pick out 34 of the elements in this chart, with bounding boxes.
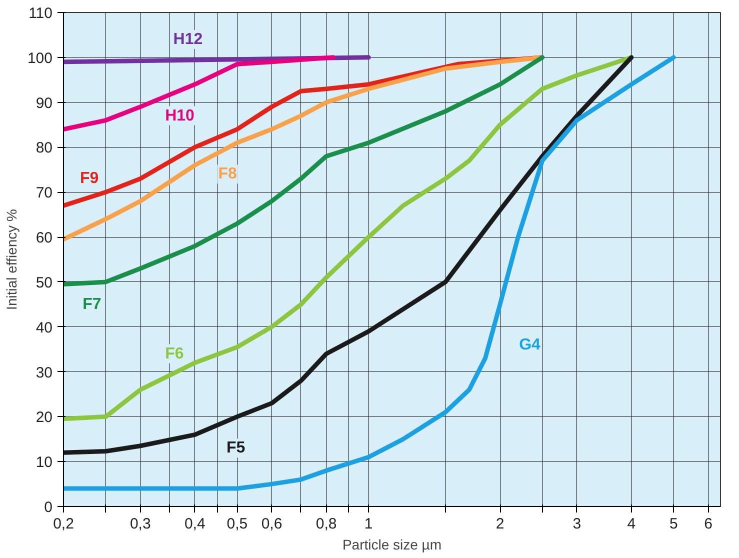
series-label: F6: [165, 345, 184, 362]
x-tick-label: 0,8: [316, 516, 337, 532]
y-tick-label: 110: [28, 5, 53, 22]
y-tick-label: 30: [36, 364, 53, 382]
y-tick-label: 50: [36, 274, 53, 292]
y-tick-label: 10: [36, 454, 53, 472]
series-label: H12: [173, 30, 203, 48]
series-label: F8: [218, 166, 237, 183]
x-tick-label: 0,4: [184, 516, 206, 532]
x-tick-label: 1: [364, 516, 373, 532]
x-tick-label: 4: [627, 516, 636, 532]
x-tick-label: 3: [572, 516, 582, 532]
y-tick-label: 80: [36, 140, 53, 157]
y-tick-label: 90: [36, 94, 53, 112]
series-label: F7: [82, 296, 102, 313]
x-tick-label: 0,5: [226, 516, 248, 532]
y-tick-label: 0: [44, 499, 52, 516]
x-tick-label: 6: [704, 516, 712, 532]
y-tick-label: 100: [27, 50, 53, 67]
x-tick-label: 0,3: [130, 516, 151, 532]
y-tick-label: 20: [36, 409, 53, 426]
x-tick-label: 2: [496, 516, 504, 532]
series-label: G4: [519, 336, 541, 354]
series-label: F9: [80, 170, 99, 188]
series-label: H10: [165, 107, 195, 124]
series-label: F5: [226, 440, 246, 457]
x-tick-label: 0,2: [53, 516, 74, 532]
y-tick-label: 70: [36, 184, 53, 202]
y-tick-label: 40: [36, 319, 53, 336]
y-axis-title: Initial effiency %: [3, 209, 20, 310]
y-tick-label: 60: [36, 230, 53, 247]
x-tick-label: 0,6: [261, 516, 282, 532]
x-tick-label: 5: [670, 516, 678, 532]
x-axis-title: Particle size µm: [342, 536, 442, 552]
